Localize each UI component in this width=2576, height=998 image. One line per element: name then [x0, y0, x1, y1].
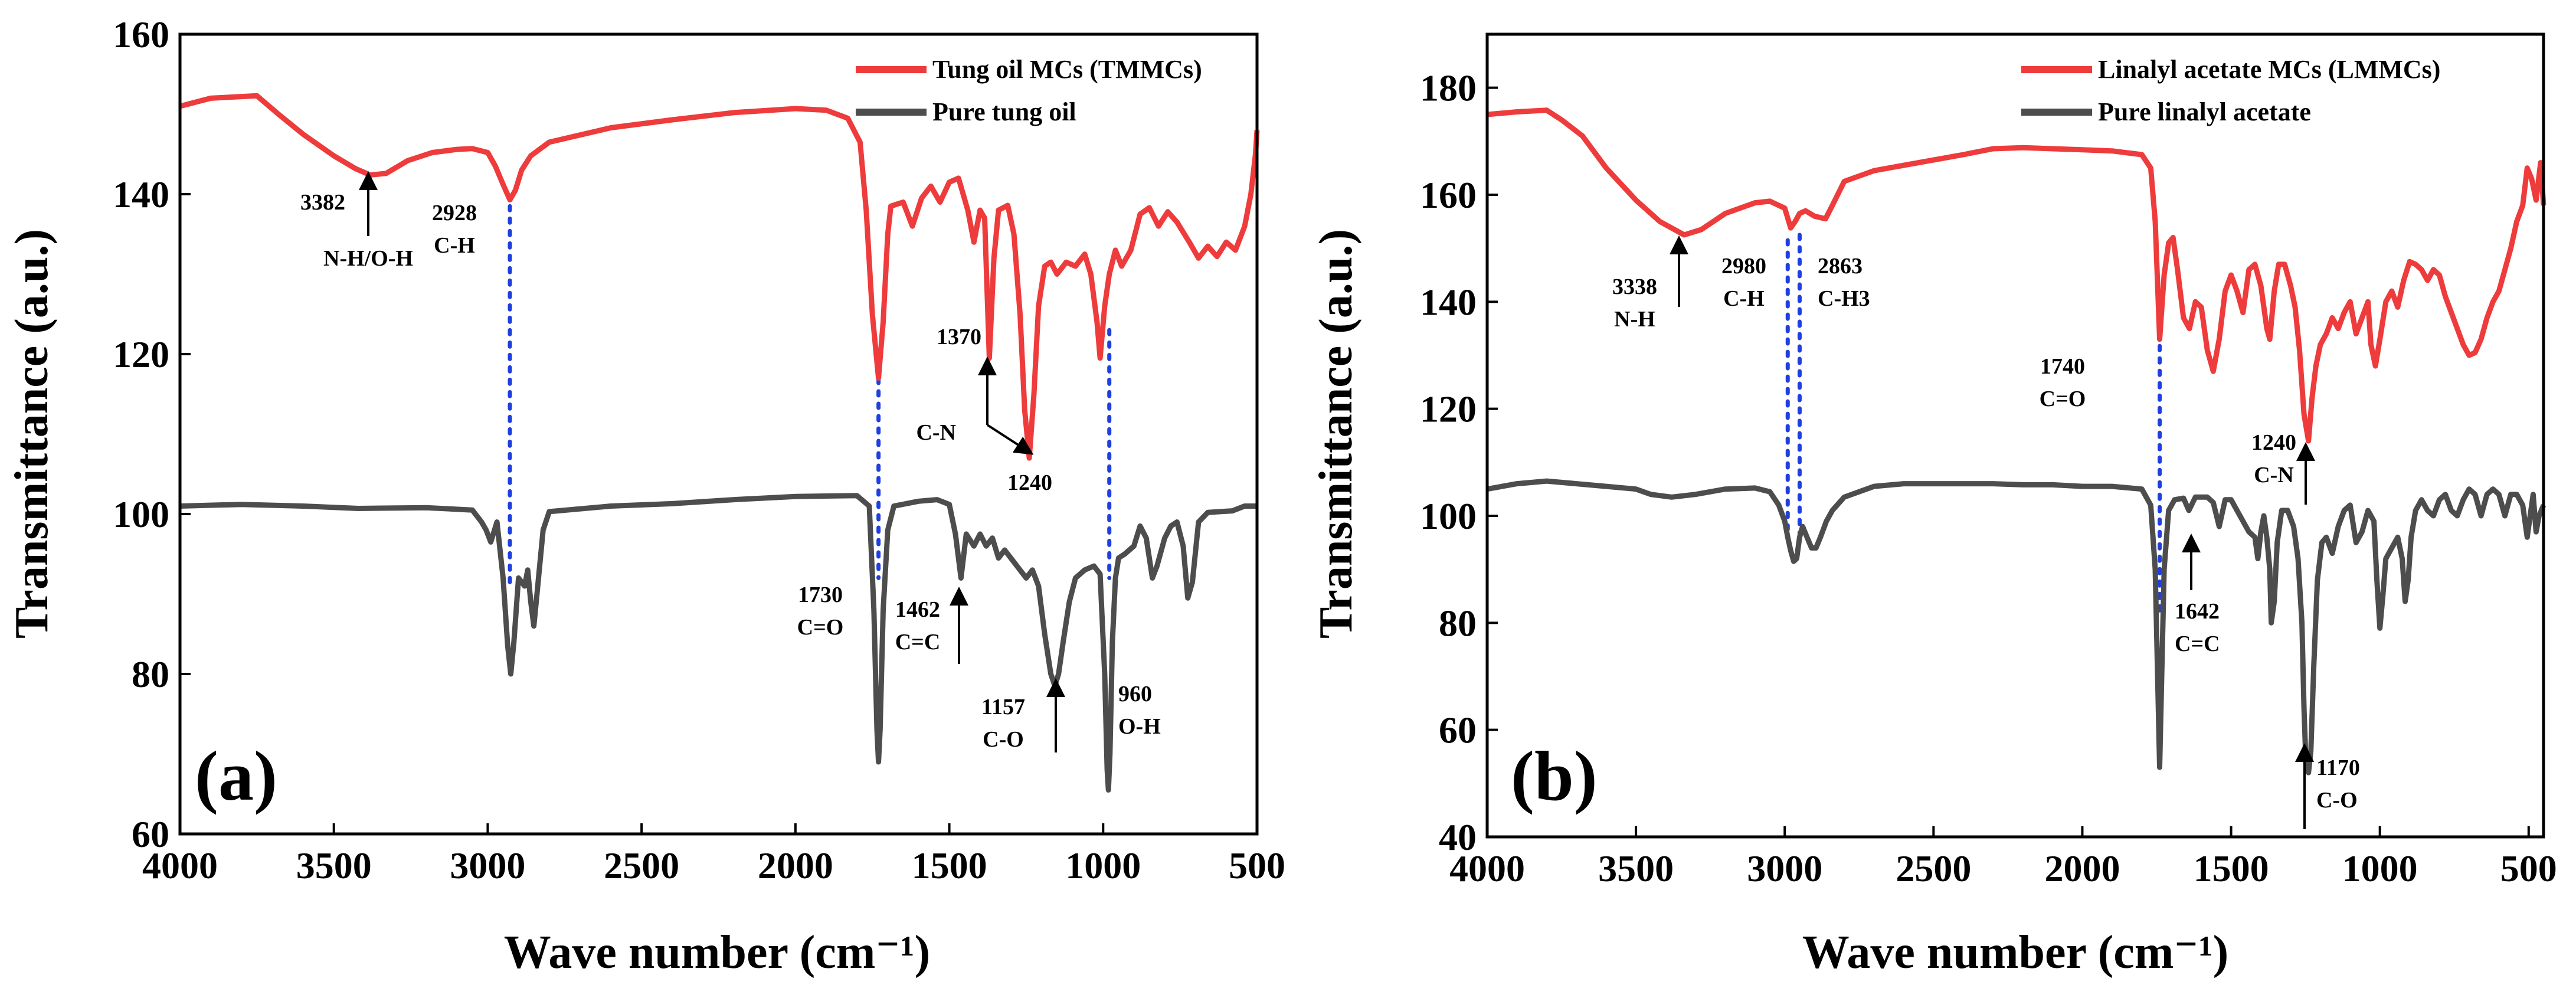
panel-a-x-tick-label: 3000 [450, 845, 525, 886]
panel-b-x-tick-label: 4000 [1449, 848, 1525, 889]
annotation-1157: 1157 [981, 695, 1025, 719]
annotation-3338: 3338 [1612, 274, 1657, 299]
legend-label-pure-tung-oil: Pure tung oil [932, 97, 1076, 126]
panel-a-x-axis-label: Wave number (cm⁻¹) [504, 927, 930, 979]
annotation-1240: 1240 [2251, 430, 2296, 455]
panel-b-series [1487, 107, 2546, 776]
panel-b-x-tick-label: 1500 [2194, 848, 2269, 889]
panel-a-x-tick-label: 3500 [296, 845, 372, 886]
panel-a-series [179, 93, 1260, 793]
annotation-1240: 1240 [1007, 470, 1052, 495]
legend-label-lmmcs: Linalyl acetate MCs (LMMCs) [2098, 55, 2440, 84]
panel-b-x-tick-label: 2500 [1896, 848, 1971, 889]
panel-a-ticks: 4000 3500 3000 2500 2000 1500 1000 500 60 80 100 12… [113, 14, 1285, 886]
annotation-1730: 1730 [798, 583, 843, 607]
annotation-1170: 1170 [2316, 755, 2360, 780]
annotation-1240-sub: C-N [2254, 463, 2294, 487]
panel-b-y-tick-label: 100 [1420, 495, 1477, 537]
annotation-3382: 3382 [300, 190, 345, 215]
annotation-2863: 2863 [1818, 254, 1863, 279]
panel-b-ticks: 4000 3500 3000 2500 2000 1500 1000 500 40 60 80 100… [1420, 67, 2557, 889]
panel-a-series-line-pure [179, 493, 1257, 793]
panel-b-y-tick-label: 120 [1420, 388, 1477, 430]
panel-a-x-tick-label: 4000 [142, 845, 218, 886]
annotation-1170-sub: C-O [2316, 788, 2358, 813]
annotation-1462: 1462 [895, 597, 940, 622]
annotation-1462-sub: C=C [895, 630, 941, 655]
panel-a-plot-frame [178, 32, 1259, 836]
legend-label-pure-linalyl-acetate: Pure linalyl acetate [2098, 97, 2311, 126]
panel-b-legend: Linalyl acetate MCs (LMMCs) Pure linalyl… [2021, 55, 2440, 126]
annotation-1740: 1740 [2040, 354, 2085, 379]
panel-b-y-tick-label: 80 [1439, 602, 1477, 644]
annotation-1730-sub: C=O [797, 615, 844, 640]
annotation-2980: 2980 [1721, 254, 1766, 279]
panel-a-label: (a) [195, 737, 277, 815]
annotation-1370: 1370 [937, 325, 981, 349]
panel-a-y-tick-label: 140 [113, 174, 169, 215]
panel-b-x-tick-label: 3500 [1598, 848, 1674, 889]
panel-a-annotations: 3382 N-H/O-H 2928 C-H 1370 C-N 1240 1730… [300, 171, 1161, 752]
panel-b-y-axis-label: Transmittance (a.u.) [1310, 229, 1362, 639]
panel-b-x-tick-label: 3000 [1747, 848, 1822, 889]
annotation-1642: 1642 [2175, 599, 2220, 624]
panel-b-annotations: 3338 N-H 2980 C-H 2863 C-H3 1740 C=O 124… [1612, 235, 2360, 829]
panel-b-guide-lines [1785, 233, 2162, 614]
panel-b-x-tick-label: 500 [2500, 848, 2557, 889]
annotation-2928: 2928 [432, 201, 477, 225]
annotation-2928-sub: C-H [434, 233, 475, 258]
panel-a-y-tick-label: 60 [132, 813, 169, 855]
panel-a-y-tick-label: 80 [132, 653, 169, 695]
annotation-2863-sub: C-H3 [1818, 286, 1870, 311]
panel-a-x-tick-label: 2500 [604, 845, 679, 886]
panel-b-series-line-microcapsules [1487, 107, 2546, 444]
panel-a-y-tick-label: 100 [113, 493, 169, 535]
panel-a-x-tick-label: 1000 [1065, 845, 1141, 886]
panel-a-series-line-microcapsules [179, 93, 1260, 461]
annotation-1740-sub: C=O [2040, 387, 2086, 411]
annotation-c-n: C-N [916, 420, 956, 445]
panel-a: 4000 3500 3000 2500 2000 1500 1000 500 60 80 100 12… [6, 14, 1285, 979]
panel-b-y-tick-label: 160 [1420, 174, 1477, 216]
panel-a-x-tick-label: 2000 [758, 845, 833, 886]
panel-b-x-axis-label: Wave number (cm⁻¹) [1802, 927, 2228, 979]
panel-a-y-axis-label: Transmittance (a.u.) [6, 229, 58, 639]
annotation-3338-sub: N-H [1614, 307, 1655, 332]
annotation-2980-sub: C-H [1723, 286, 1765, 311]
arrow-1240 [986, 424, 1034, 455]
panel-a-guide-lines [508, 204, 1112, 588]
annotation-960-sub: O-H [1118, 714, 1161, 739]
panel-a-y-tick-label: 120 [113, 333, 169, 375]
panel-b-y-tick-label: 140 [1420, 281, 1477, 323]
annotation-1157-sub: C-O [983, 727, 1024, 752]
panel-b-y-tick-label: 180 [1420, 67, 1477, 109]
annotation-1642-sub: C=C [2175, 631, 2220, 656]
panel-b-label: (b) [1511, 737, 1598, 815]
panel-b-series-line-pure [1487, 478, 2546, 776]
panel-b-x-tick-label: 1000 [2342, 848, 2418, 889]
panel-a-x-tick-label: 1500 [912, 845, 987, 886]
panel-a-y-tick-label: 160 [113, 14, 169, 55]
panel-b-y-tick-label: 60 [1439, 709, 1477, 751]
annotation-3382-sub: N-H/O-H [323, 246, 413, 271]
panel-b-y-tick-label: 40 [1439, 816, 1477, 858]
panel-a-x-tick-label: 500 [1229, 845, 1285, 886]
annotation-960: 960 [1118, 682, 1152, 706]
panel-a-legend: Tung oil MCs (TMMCs) Pure tung oil [856, 55, 1202, 126]
legend-label-tmmcs: Tung oil MCs (TMMCs) [932, 55, 1202, 84]
panel-b: 4000 3500 3000 2500 2000 1500 1000 500 40 60 80 100… [1310, 32, 2557, 979]
panel-b-x-tick-label: 2000 [2044, 848, 2120, 889]
panel-b-plot-frame [1485, 32, 2545, 839]
